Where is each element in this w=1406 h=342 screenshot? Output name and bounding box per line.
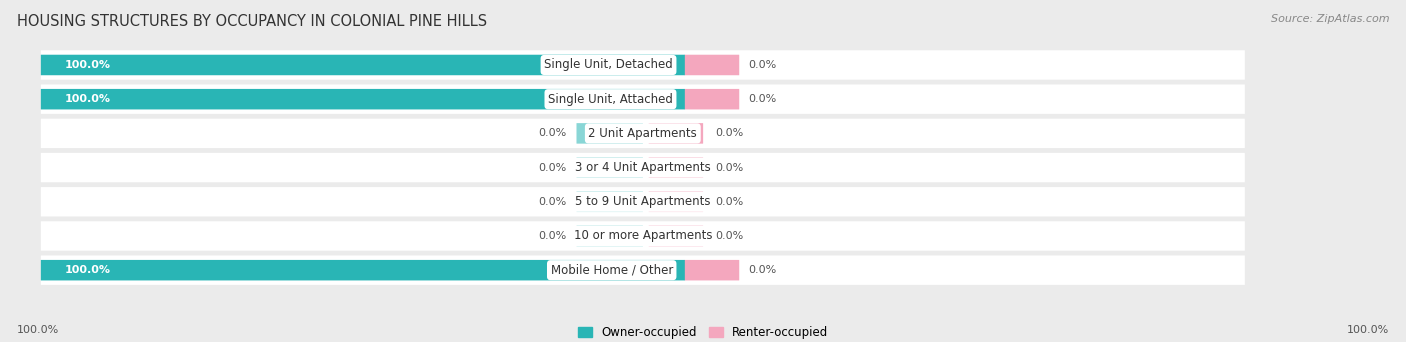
Text: 100.0%: 100.0% <box>65 60 111 70</box>
FancyBboxPatch shape <box>41 119 1244 148</box>
Text: 100.0%: 100.0% <box>1347 325 1389 335</box>
FancyBboxPatch shape <box>648 192 703 212</box>
Text: 10 or more Apartments: 10 or more Apartments <box>574 229 711 242</box>
Text: 0.0%: 0.0% <box>716 128 744 139</box>
Text: Mobile Home / Other: Mobile Home / Other <box>551 264 673 277</box>
Text: 100.0%: 100.0% <box>65 265 111 275</box>
FancyBboxPatch shape <box>576 226 643 246</box>
Text: Single Unit, Detached: Single Unit, Detached <box>544 58 673 71</box>
FancyBboxPatch shape <box>41 50 1244 80</box>
FancyBboxPatch shape <box>576 157 643 178</box>
FancyBboxPatch shape <box>41 55 685 75</box>
Text: 100.0%: 100.0% <box>65 94 111 104</box>
Text: 0.0%: 0.0% <box>749 60 778 70</box>
FancyBboxPatch shape <box>41 153 1244 182</box>
FancyBboxPatch shape <box>41 187 1244 216</box>
FancyBboxPatch shape <box>41 260 685 280</box>
FancyBboxPatch shape <box>648 123 703 144</box>
Text: 0.0%: 0.0% <box>538 128 567 139</box>
Text: 0.0%: 0.0% <box>749 94 778 104</box>
FancyBboxPatch shape <box>41 84 1244 114</box>
FancyBboxPatch shape <box>648 157 703 178</box>
FancyBboxPatch shape <box>685 55 740 75</box>
Text: 0.0%: 0.0% <box>716 197 744 207</box>
Text: 0.0%: 0.0% <box>749 265 778 275</box>
Text: 0.0%: 0.0% <box>538 162 567 173</box>
FancyBboxPatch shape <box>41 221 1244 251</box>
FancyBboxPatch shape <box>648 226 703 246</box>
Text: HOUSING STRUCTURES BY OCCUPANCY IN COLONIAL PINE HILLS: HOUSING STRUCTURES BY OCCUPANCY IN COLON… <box>17 14 486 29</box>
Text: 100.0%: 100.0% <box>17 325 59 335</box>
FancyBboxPatch shape <box>685 260 740 280</box>
Text: 3 or 4 Unit Apartments: 3 or 4 Unit Apartments <box>575 161 710 174</box>
FancyBboxPatch shape <box>576 192 643 212</box>
FancyBboxPatch shape <box>41 255 1244 285</box>
Text: Single Unit, Attached: Single Unit, Attached <box>548 93 673 106</box>
Text: Source: ZipAtlas.com: Source: ZipAtlas.com <box>1271 14 1389 24</box>
FancyBboxPatch shape <box>41 89 685 109</box>
Text: 0.0%: 0.0% <box>716 231 744 241</box>
Text: 0.0%: 0.0% <box>538 197 567 207</box>
FancyBboxPatch shape <box>576 123 643 144</box>
Legend: Owner-occupied, Renter-occupied: Owner-occupied, Renter-occupied <box>572 321 834 342</box>
Text: 0.0%: 0.0% <box>538 231 567 241</box>
Text: 2 Unit Apartments: 2 Unit Apartments <box>589 127 697 140</box>
FancyBboxPatch shape <box>685 89 740 109</box>
Text: 5 to 9 Unit Apartments: 5 to 9 Unit Apartments <box>575 195 710 208</box>
Text: 0.0%: 0.0% <box>716 162 744 173</box>
